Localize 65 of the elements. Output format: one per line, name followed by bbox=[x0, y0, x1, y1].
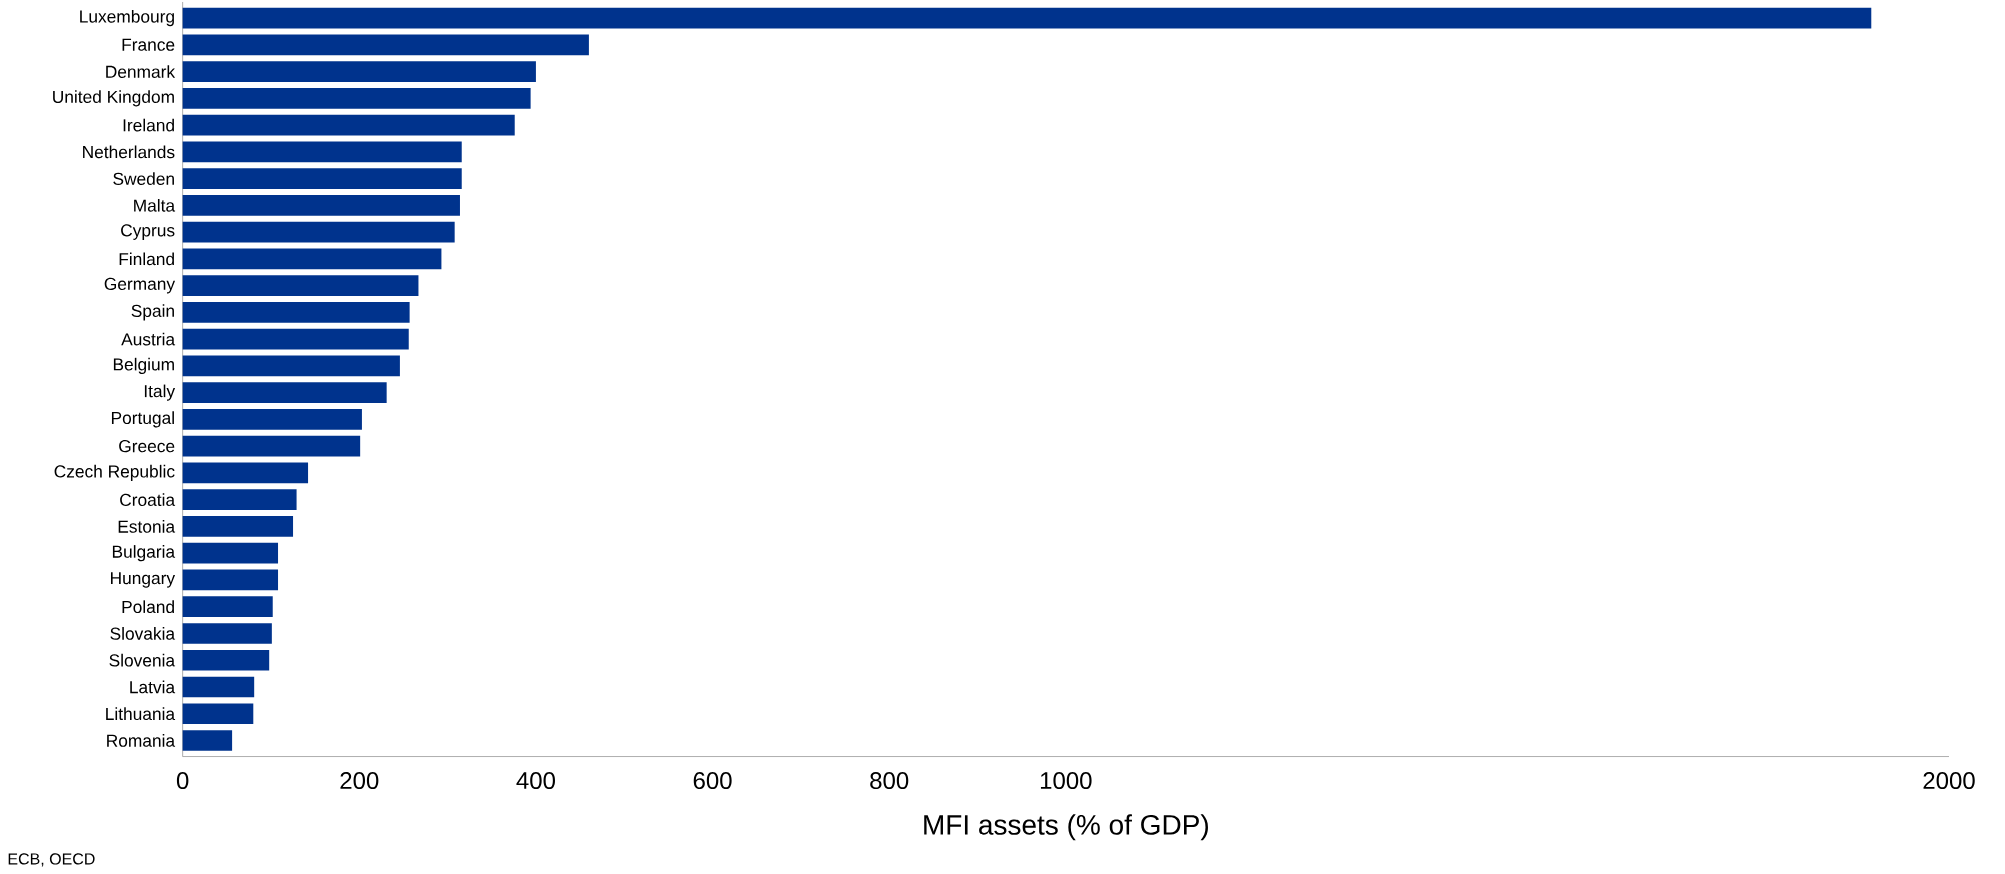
y-tick-label: Lithuania bbox=[106, 707, 176, 721]
y-tick-label: Poland bbox=[122, 600, 174, 614]
bar bbox=[182, 248, 442, 270]
bar bbox=[182, 596, 273, 618]
y-tick-label: Bulgaria bbox=[112, 545, 176, 562]
bar bbox=[182, 168, 462, 189]
x-tick-label: 1000 bbox=[1040, 772, 1092, 790]
x-axis-title: MFI assets (% of GDP) bbox=[924, 814, 1208, 841]
x-tick-label: 200 bbox=[340, 772, 379, 790]
bar bbox=[182, 328, 409, 350]
bar bbox=[182, 569, 279, 591]
bar bbox=[182, 88, 531, 109]
y-tick-label: Ireland bbox=[123, 118, 174, 132]
x-tick-label: 400 bbox=[516, 772, 555, 790]
y-tick-label: Luxembourg bbox=[80, 10, 174, 27]
bar bbox=[182, 623, 272, 644]
bar bbox=[182, 676, 255, 698]
bar bbox=[182, 61, 536, 82]
y-tick-label: Portugal bbox=[111, 411, 174, 428]
y-tick-label: Cyprus bbox=[121, 224, 175, 241]
y-tick-label: Netherlands bbox=[83, 145, 175, 159]
y-tick-label: Italy bbox=[144, 384, 176, 401]
bar bbox=[182, 195, 460, 216]
y-tick-label: Estonia bbox=[118, 520, 176, 533]
y-tick-label: Austria bbox=[121, 332, 176, 346]
y-tick-label: Germany bbox=[104, 277, 176, 294]
bar bbox=[182, 649, 270, 671]
bar bbox=[182, 302, 410, 323]
bar bbox=[182, 7, 1872, 29]
text: ECB, OECD bbox=[8, 853, 95, 867]
y-tick-label: Slovakia bbox=[110, 627, 176, 640]
bar bbox=[182, 141, 462, 163]
bar bbox=[182, 542, 279, 564]
bar bbox=[182, 435, 361, 457]
y-tick-label: Denmark bbox=[106, 65, 176, 78]
y-tick-label: Czech Republic bbox=[54, 464, 175, 482]
y-tick-label: Sweden bbox=[113, 172, 174, 186]
x-tick-label: 800 bbox=[870, 772, 909, 790]
bar bbox=[182, 114, 515, 136]
bar bbox=[182, 462, 309, 484]
y-tick-label: Latvia bbox=[130, 680, 176, 694]
bar bbox=[182, 703, 254, 725]
y-tick-label: Malta bbox=[134, 199, 176, 212]
y-tick-label: Romania bbox=[107, 734, 176, 747]
bar bbox=[182, 355, 400, 377]
y-tick-label: Croatia bbox=[120, 493, 176, 507]
x-tick-label: 2000 bbox=[1923, 772, 1975, 790]
bar bbox=[182, 221, 455, 243]
x-tick-label: 0 bbox=[176, 772, 189, 790]
y-tick-label: Hungary bbox=[111, 572, 176, 588]
bar bbox=[182, 409, 362, 430]
y-tick-label: France bbox=[122, 38, 175, 51]
bar bbox=[182, 275, 419, 297]
y-tick-label: Greece bbox=[119, 440, 175, 453]
bar bbox=[182, 730, 233, 751]
y-tick-label: Finland bbox=[119, 252, 174, 266]
y-tick-label: United Kingdom bbox=[53, 90, 174, 107]
y-tick-label: Belgium bbox=[113, 357, 174, 375]
bar bbox=[182, 34, 589, 56]
y-tick-label: Slovenia bbox=[109, 653, 176, 667]
bar bbox=[182, 489, 297, 511]
bar bbox=[182, 516, 294, 537]
y-tick-label: Spain bbox=[131, 304, 174, 321]
x-tick-label: 600 bbox=[693, 772, 732, 790]
bar bbox=[182, 382, 387, 404]
